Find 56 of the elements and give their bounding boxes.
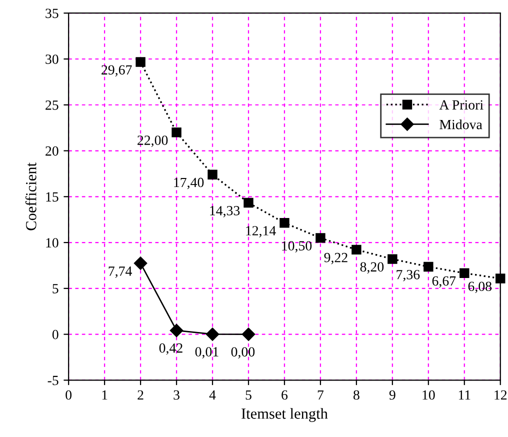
x-tick-label: 3 bbox=[174, 390, 180, 400]
point bbox=[136, 57, 146, 67]
point bbox=[280, 218, 290, 228]
x-tick-label: 9 bbox=[389, 390, 396, 400]
x-tick-label: 8 bbox=[354, 390, 360, 400]
y-tick-label: 0 bbox=[52, 330, 58, 340]
x-tick-label: 1 bbox=[102, 390, 108, 400]
point bbox=[134, 256, 148, 270]
y-tick-label: 10 bbox=[46, 238, 58, 248]
point bbox=[496, 274, 506, 284]
x-tick-label: 4 bbox=[209, 390, 216, 400]
x-tick-label: 6 bbox=[282, 390, 288, 400]
x-axis-title: Itemset length bbox=[242, 408, 328, 422]
y-tick-label: 30 bbox=[46, 54, 58, 64]
point bbox=[424, 262, 434, 272]
data-label: 0,42 bbox=[159, 343, 182, 355]
x-tick-label: 10 bbox=[422, 390, 435, 400]
y-tick-label: -5 bbox=[48, 376, 58, 386]
data-label: 8,20 bbox=[360, 262, 384, 274]
x-tick-label: 12 bbox=[494, 390, 507, 400]
x-tick-label: 0 bbox=[66, 390, 72, 400]
data-label: 0,00 bbox=[231, 347, 255, 359]
data-label: 14,33 bbox=[210, 206, 240, 218]
legend-label: Midova bbox=[440, 119, 482, 130]
point bbox=[352, 244, 362, 255]
x-tick-label: 2 bbox=[138, 390, 144, 400]
point bbox=[170, 324, 184, 338]
data-label: 6,08 bbox=[468, 282, 492, 294]
y-tick-label: 35 bbox=[46, 8, 58, 18]
x-tick-label: 5 bbox=[246, 390, 252, 400]
y-tick-label: 5 bbox=[52, 284, 58, 294]
data-label: 0,01 bbox=[195, 347, 218, 358]
x-tick-label: 7 bbox=[318, 390, 324, 400]
data-label: 17,40 bbox=[174, 178, 204, 190]
data-label: 6,67 bbox=[432, 276, 456, 288]
point bbox=[316, 233, 326, 243]
point bbox=[208, 170, 218, 180]
point bbox=[172, 128, 182, 138]
point bbox=[244, 198, 254, 208]
data-label: 12,14 bbox=[246, 226, 276, 238]
x-tick-label: 11 bbox=[458, 390, 470, 400]
point bbox=[388, 254, 398, 264]
data-label: 7,74 bbox=[108, 266, 132, 278]
point bbox=[460, 268, 470, 278]
point bbox=[206, 328, 220, 341]
data-label: 29,67 bbox=[102, 65, 132, 77]
data-label: 7,36 bbox=[396, 270, 420, 282]
y-axis-title: Coefficient bbox=[25, 162, 36, 230]
data-label: 10,50 bbox=[282, 241, 312, 252]
legend-label: A Priori bbox=[439, 100, 484, 110]
y-tick-label: 25 bbox=[46, 100, 58, 110]
data-label: 22,00 bbox=[138, 136, 168, 147]
data-label: 9,22 bbox=[324, 252, 348, 264]
y-tick-label: 20 bbox=[46, 146, 58, 156]
point bbox=[242, 328, 256, 341]
y-tick-label: 15 bbox=[46, 192, 58, 202]
